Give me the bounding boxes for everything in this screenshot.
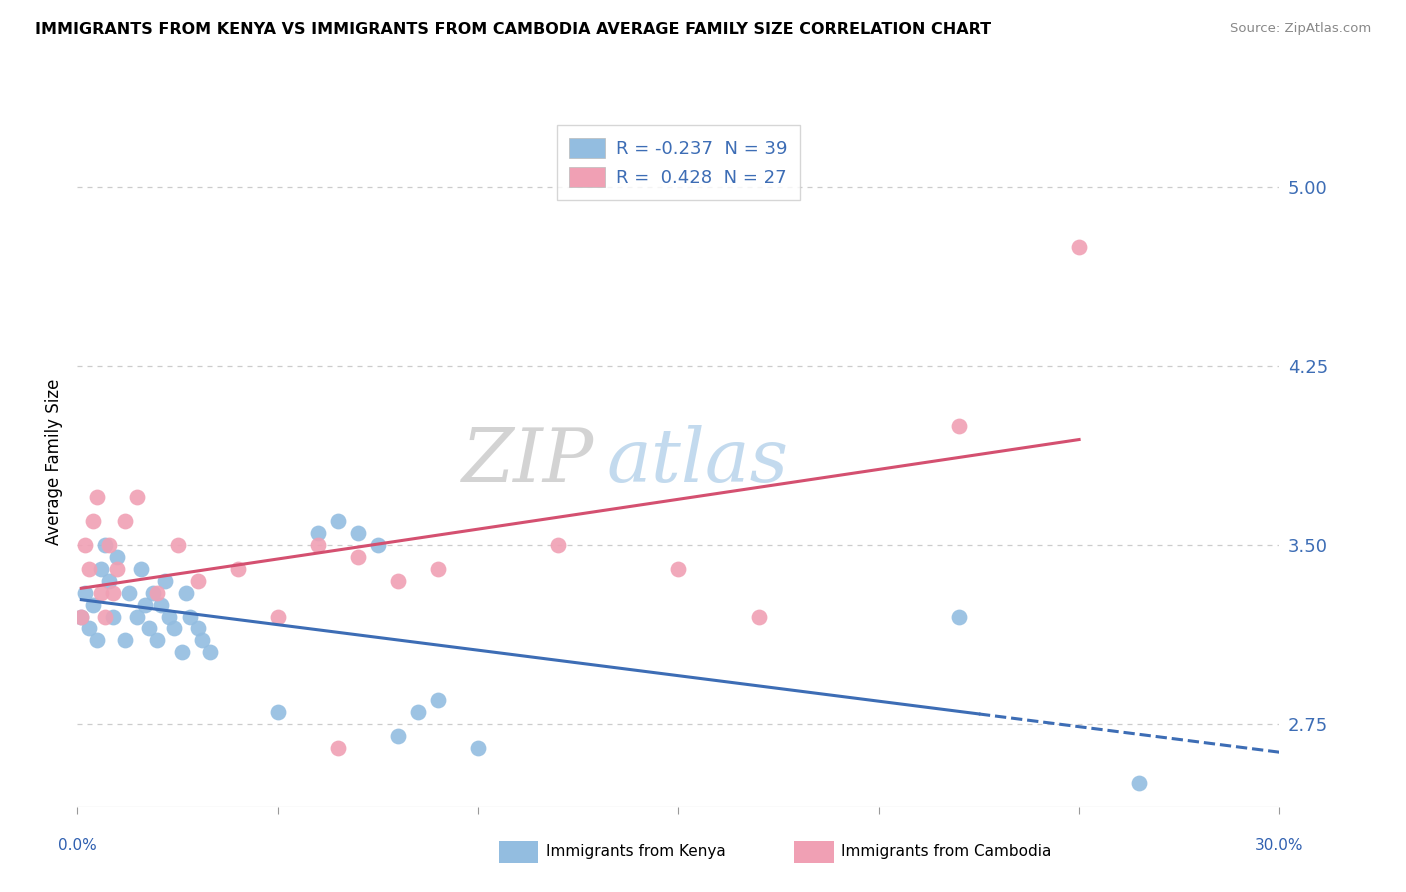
- Point: [179, 609, 201, 624]
- Point: [98, 574, 121, 588]
- Point: [82, 514, 104, 528]
- Point: [162, 622, 184, 636]
- Point: [427, 562, 450, 576]
- Point: [307, 538, 329, 552]
- Point: [267, 609, 290, 624]
- Point: [138, 622, 160, 636]
- Text: 0.0%: 0.0%: [58, 838, 97, 853]
- Point: [367, 538, 389, 552]
- Point: [170, 645, 193, 659]
- Point: [190, 633, 212, 648]
- Point: [748, 609, 770, 624]
- Point: [347, 549, 370, 564]
- Point: [387, 574, 409, 588]
- Point: [1069, 240, 1091, 254]
- Point: [307, 526, 329, 541]
- Point: [90, 585, 112, 599]
- Point: [166, 538, 188, 552]
- Point: [103, 585, 125, 599]
- Point: [70, 609, 93, 624]
- Point: [174, 585, 197, 599]
- Point: [427, 693, 450, 707]
- Point: [198, 645, 221, 659]
- Point: [103, 609, 125, 624]
- Point: [107, 562, 129, 576]
- Point: [467, 740, 489, 755]
- Point: [98, 538, 121, 552]
- Point: [668, 562, 690, 576]
- Point: [127, 609, 149, 624]
- Point: [155, 574, 177, 588]
- Point: [90, 562, 112, 576]
- Point: [146, 585, 169, 599]
- Point: [118, 585, 141, 599]
- Point: [187, 622, 209, 636]
- Point: [107, 549, 129, 564]
- Point: [127, 491, 149, 505]
- Point: [134, 598, 156, 612]
- Point: [326, 740, 349, 755]
- Text: Immigrants from Kenya: Immigrants from Kenya: [546, 845, 725, 859]
- Point: [347, 526, 370, 541]
- Text: 30.0%: 30.0%: [1256, 838, 1303, 853]
- Point: [94, 609, 117, 624]
- Text: ZIP: ZIP: [463, 425, 595, 498]
- Point: [267, 705, 290, 719]
- Point: [159, 609, 181, 624]
- Point: [187, 574, 209, 588]
- Legend: R = -0.237  N = 39, R =  0.428  N = 27: R = -0.237 N = 39, R = 0.428 N = 27: [557, 125, 800, 200]
- Point: [547, 538, 569, 552]
- Point: [94, 538, 117, 552]
- Point: [114, 514, 136, 528]
- Point: [86, 633, 108, 648]
- Point: [75, 585, 97, 599]
- Point: [387, 729, 409, 743]
- Point: [948, 609, 970, 624]
- Point: [79, 562, 101, 576]
- Text: Source: ZipAtlas.com: Source: ZipAtlas.com: [1230, 22, 1371, 36]
- Point: [79, 622, 101, 636]
- Point: [142, 585, 165, 599]
- Point: [948, 418, 970, 433]
- Point: [406, 705, 429, 719]
- Point: [70, 609, 93, 624]
- Point: [82, 598, 104, 612]
- Point: [146, 633, 169, 648]
- Point: [114, 633, 136, 648]
- Point: [326, 514, 349, 528]
- Text: IMMIGRANTS FROM KENYA VS IMMIGRANTS FROM CAMBODIA AVERAGE FAMILY SIZE CORRELATIO: IMMIGRANTS FROM KENYA VS IMMIGRANTS FROM…: [35, 22, 991, 37]
- Text: atlas: atlas: [606, 425, 789, 498]
- Point: [86, 491, 108, 505]
- Point: [75, 538, 97, 552]
- Point: [150, 598, 173, 612]
- Point: [226, 562, 249, 576]
- Point: [1128, 776, 1150, 790]
- Text: Immigrants from Cambodia: Immigrants from Cambodia: [841, 845, 1052, 859]
- Y-axis label: Average Family Size: Average Family Size: [45, 378, 63, 545]
- Point: [131, 562, 153, 576]
